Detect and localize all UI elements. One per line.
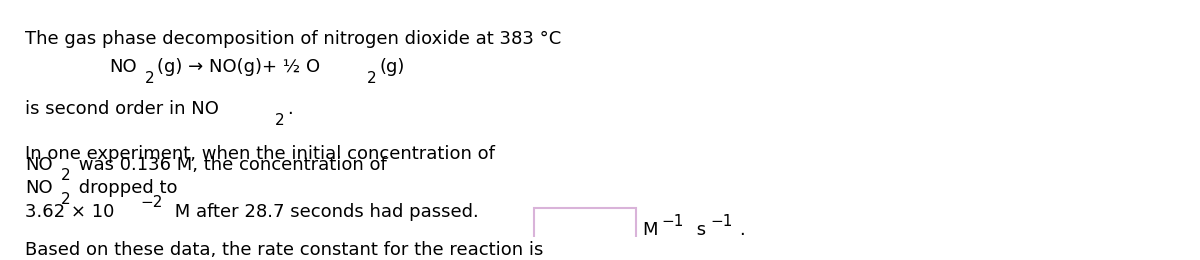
Text: 2: 2 xyxy=(367,70,377,86)
Text: 3.62 × 10: 3.62 × 10 xyxy=(25,203,115,221)
Text: .: . xyxy=(287,100,293,118)
Text: is second order in NO: is second order in NO xyxy=(25,100,220,118)
FancyBboxPatch shape xyxy=(534,208,636,251)
Text: −2: −2 xyxy=(140,195,163,210)
Text: s: s xyxy=(691,222,706,239)
Text: 2: 2 xyxy=(61,168,71,183)
Text: NO: NO xyxy=(109,58,137,76)
Text: −1: −1 xyxy=(662,214,684,229)
Text: 2: 2 xyxy=(61,192,71,207)
Text: .: . xyxy=(739,222,745,239)
Text: (g): (g) xyxy=(379,58,404,76)
Text: 2: 2 xyxy=(275,113,284,128)
Text: In one experiment, when the initial concentration of: In one experiment, when the initial conc… xyxy=(25,145,496,163)
Text: M: M xyxy=(642,222,658,239)
Text: −1: −1 xyxy=(710,214,732,229)
Text: The gas phase decomposition of nitrogen dioxide at 383 °C: The gas phase decomposition of nitrogen … xyxy=(25,30,562,48)
Text: 2: 2 xyxy=(145,70,155,86)
Text: Based on these data, the rate constant for the reaction is: Based on these data, the rate constant f… xyxy=(25,241,544,259)
Text: was 0.136 M, the concentration of: was 0.136 M, the concentration of xyxy=(73,155,388,174)
Text: M after 28.7 seconds had passed.: M after 28.7 seconds had passed. xyxy=(169,203,479,221)
Text: NO: NO xyxy=(25,179,53,197)
Text: dropped to: dropped to xyxy=(73,179,178,197)
Text: (g) → NO(g)+ ½ O: (g) → NO(g)+ ½ O xyxy=(157,58,320,76)
Text: NO: NO xyxy=(25,155,53,174)
